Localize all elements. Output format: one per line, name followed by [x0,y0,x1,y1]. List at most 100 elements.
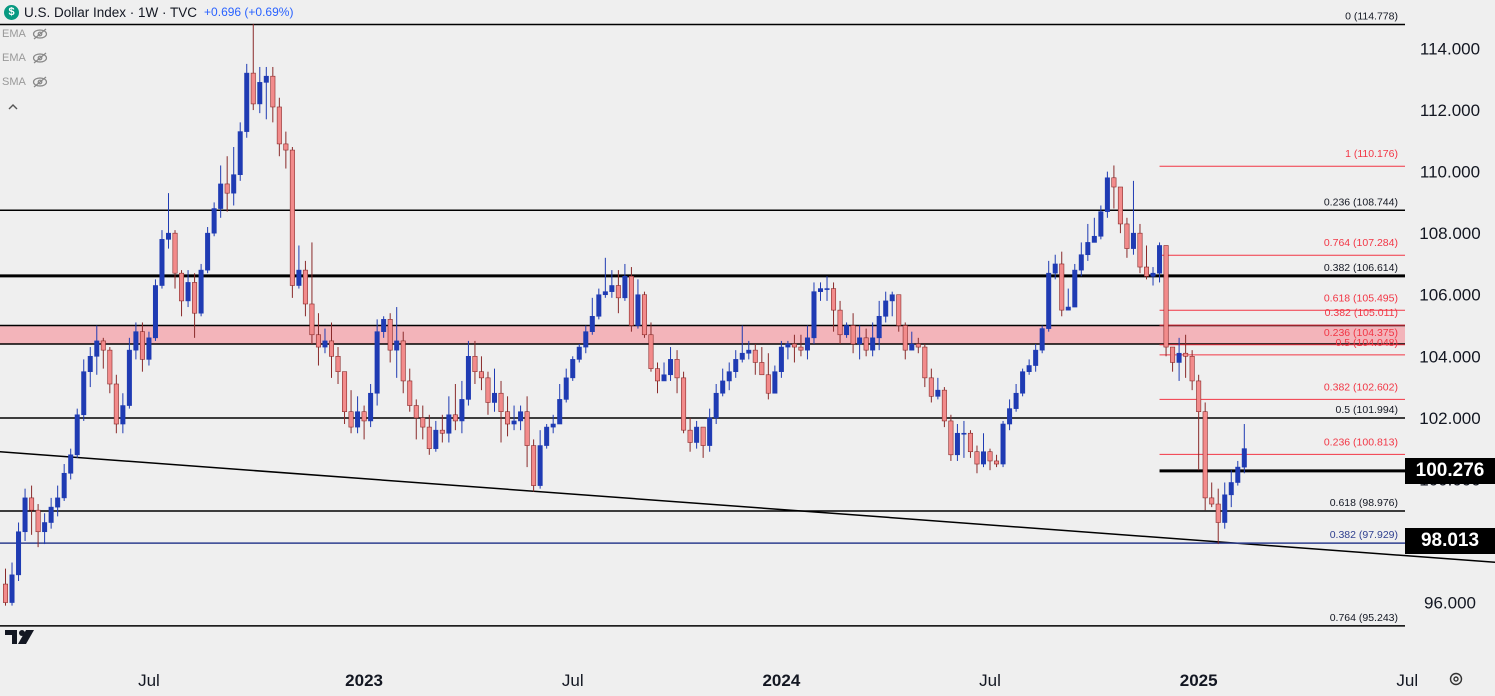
candle-body [179,272,185,302]
eye-off-icon[interactable] [32,28,48,40]
symbol-title[interactable]: U.S. Dollar Index · 1W · TVC [24,4,198,20]
candle-152 [994,454,1000,468]
candle-body [733,359,739,372]
candle-body [668,359,674,376]
collapse-indicators-button[interactable] [2,98,24,116]
candle-134 [876,300,882,351]
candle-10 [68,448,74,480]
candle-body [1235,466,1241,483]
candle-25 [166,193,172,249]
candle-113 [739,325,745,363]
candle-body [544,426,550,446]
candle-151 [987,448,993,471]
candle-body [1209,497,1215,505]
candle-58 [381,316,387,338]
candle-body [596,294,602,317]
candle-body [42,522,48,533]
candle-163 [1065,288,1071,311]
candle-112 [733,350,739,378]
candle-108 [707,408,713,452]
candle-26 [172,230,178,289]
candle-body [1241,448,1247,468]
candle-160 [1046,260,1052,332]
candle-body [218,183,224,209]
candle-28 [185,270,191,308]
candle-35 [231,146,237,206]
candle-body [817,288,823,292]
candle-89 [583,325,589,354]
candle-185 [1209,482,1215,508]
candle-body [133,331,139,351]
candle-23 [152,279,158,341]
candle-body [198,269,204,314]
candle-body [1176,352,1182,363]
candle-179 [1170,346,1176,372]
candle-98 [641,291,647,338]
candle-body [798,346,804,351]
candle-body [961,432,967,435]
candle-body [602,291,608,296]
indicator-row-sma[interactable]: SMA [2,74,48,90]
candle-body [498,392,504,413]
candle-122 [798,334,804,357]
candle-11 [74,408,80,458]
candle-147 [961,420,967,458]
candle-159 [1039,325,1045,354]
indicator-row-ema-1[interactable]: EMA [2,26,48,42]
candle-body [609,285,615,292]
candle-102 [668,347,674,381]
candle-91 [596,288,602,320]
candle-body [935,389,941,397]
candle-body [263,75,269,83]
candle-body [113,383,119,425]
candle-99 [648,322,654,372]
candle-68 [446,396,452,443]
candle-162 [1059,251,1065,317]
candle-115 [752,343,758,375]
candle-body [1144,266,1150,277]
candle-body [772,371,778,394]
candle-body [876,315,882,339]
candle-body [909,343,915,351]
candle-93 [609,270,615,298]
candle-165 [1078,242,1084,277]
candle-body [524,411,530,446]
candle-130 [850,313,856,354]
candle-133 [870,322,876,357]
candle-6 [42,513,48,545]
candle-43 [283,131,289,169]
candle-180 [1176,337,1182,381]
candle-body [16,531,22,576]
indicator-row-ema-2[interactable]: EMA [2,50,48,66]
candle-body [1189,355,1195,382]
candle-175 [1144,245,1150,280]
candle-body [348,411,354,428]
fib-label-6: 0.382 (102.602) [1324,381,1398,393]
candle-body [387,319,393,351]
candle-30 [198,263,204,317]
candle-body [1059,263,1065,311]
candle-187 [1222,482,1228,529]
y-tick-label: 104.000 [1419,347,1480,366]
candle-body [459,399,465,422]
candle-body [107,349,113,385]
candle-4 [29,485,35,535]
candle-153 [1000,420,1006,468]
tradingview-logo[interactable] [4,628,36,646]
candle-71 [465,340,471,406]
eye-off-icon[interactable] [32,52,48,64]
candle-62 [407,368,413,412]
candle-92 [602,257,608,298]
dollar-symbol-icon[interactable]: $ [4,4,19,20]
candle-body [1228,482,1234,496]
candle-31 [205,227,211,274]
eye-off-icon[interactable] [32,76,48,88]
candle-body [863,337,869,351]
candle-body [804,337,810,351]
candle-body [289,149,295,286]
candle-body [237,131,243,175]
gear-icon[interactable] [1447,670,1465,688]
candle-body [35,509,41,533]
candle-body [74,414,80,456]
